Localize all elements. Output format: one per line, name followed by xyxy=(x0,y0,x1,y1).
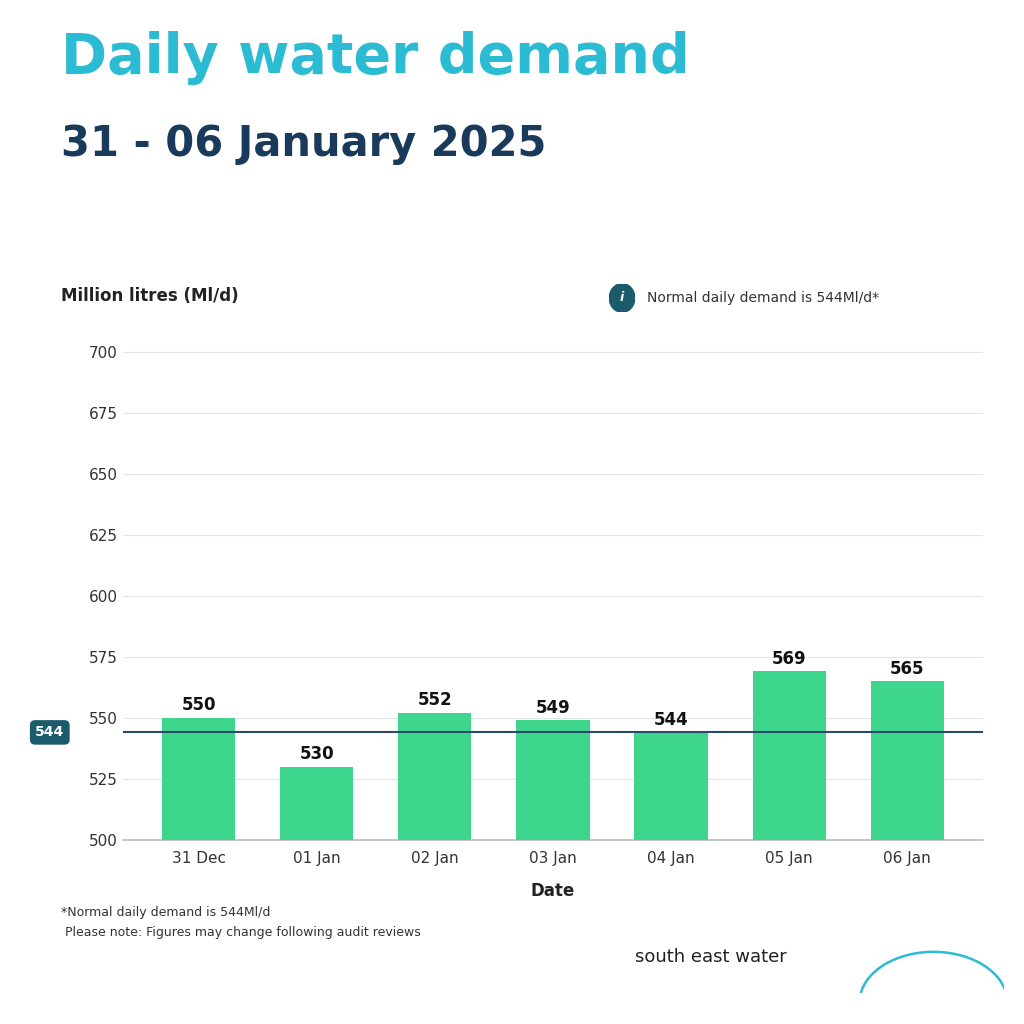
Text: 550: 550 xyxy=(181,696,216,714)
X-axis label: Date: Date xyxy=(530,883,575,900)
Text: 31 - 06 January 2025: 31 - 06 January 2025 xyxy=(61,123,547,165)
Text: 552: 552 xyxy=(418,691,453,710)
Bar xyxy=(516,720,590,1024)
Bar xyxy=(753,672,825,1024)
Bar xyxy=(870,681,944,1024)
Text: Daily water demand: Daily water demand xyxy=(61,31,690,85)
Text: 565: 565 xyxy=(890,659,925,678)
Text: *Normal daily demand is 544Ml/d: *Normal daily demand is 544Ml/d xyxy=(61,906,270,920)
Text: south east water: south east water xyxy=(635,948,786,967)
Text: 549: 549 xyxy=(536,698,570,717)
Bar xyxy=(162,718,236,1024)
Text: 569: 569 xyxy=(772,650,807,668)
Bar xyxy=(635,732,708,1024)
Text: Please note: Figures may change following audit reviews: Please note: Figures may change followin… xyxy=(61,926,421,939)
Circle shape xyxy=(609,284,635,312)
Bar xyxy=(281,767,353,1024)
Text: Million litres (Ml/d): Million litres (Ml/d) xyxy=(61,287,239,305)
Text: Normal daily demand is 544Ml/d*: Normal daily demand is 544Ml/d* xyxy=(647,291,880,305)
Text: i: i xyxy=(620,292,625,304)
Text: 544: 544 xyxy=(653,711,688,729)
Text: 530: 530 xyxy=(299,744,334,763)
Bar xyxy=(398,713,471,1024)
Text: 544: 544 xyxy=(35,725,65,739)
